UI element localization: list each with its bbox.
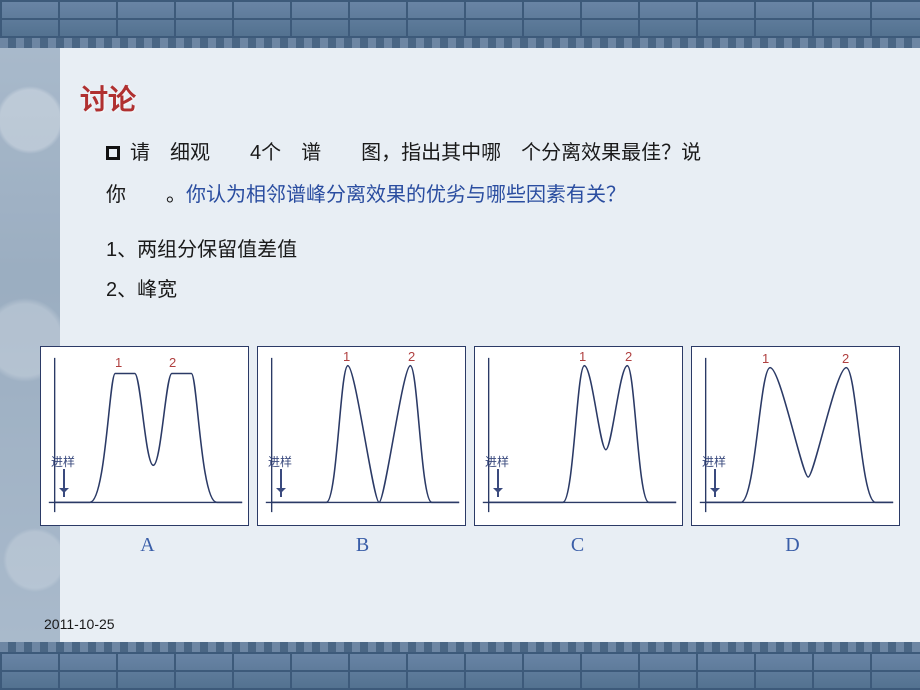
- discussion-paragraph: 请 细观 4个 谱 图，指出其中哪 个分离效果最佳？说 你 。你认为相邻谱峰分离…: [80, 132, 880, 216]
- panel-letter-d: D: [685, 534, 900, 557]
- peak-label-1: 1: [762, 351, 769, 366]
- peak-label-2: 2: [625, 349, 632, 364]
- injection-label: 进样: [268, 453, 292, 470]
- peak-label-1: 1: [343, 349, 350, 364]
- injection-arrow-icon: [714, 469, 716, 497]
- panel-letter-row: ABCD: [40, 534, 900, 557]
- brick-border-top: [0, 0, 920, 38]
- chromatogram-panels: 进样 1 2 进样 1 2 进样 1 2 进样 1 2: [40, 346, 900, 526]
- chromatogram-panel-c: 进样 1 2: [474, 346, 683, 526]
- injection-label: 进样: [485, 453, 509, 470]
- square-bullet-icon: [106, 146, 120, 160]
- slide-content: 讨论 请 细观 4个 谱 图，指出其中哪 个分离效果最佳？说 你 。你认为相邻谱…: [0, 48, 920, 642]
- factor-item-2: 2、峰宽: [106, 270, 880, 310]
- peak-label-1: 1: [579, 349, 586, 364]
- injection-label: 进样: [702, 453, 726, 470]
- chromatogram-panel-a: 进样 1 2: [40, 346, 249, 526]
- panel-letter-c: C: [470, 534, 685, 557]
- para-blue-question: 你认为相邻谱峰分离效果的优劣与哪些因素有关？: [186, 184, 626, 206]
- chromatogram-panel-d: 进样 1 2: [691, 346, 900, 526]
- injection-arrow-icon: [63, 469, 65, 497]
- injection-label: 进样: [51, 453, 75, 470]
- slide-date: 2011-10-25: [44, 616, 115, 632]
- injection-arrow-icon: [497, 469, 499, 497]
- peak-label-2: 2: [842, 351, 849, 366]
- brick-border-bottom: [0, 652, 920, 690]
- slide-title: 讨论: [80, 78, 880, 118]
- peak-label-2: 2: [169, 355, 176, 370]
- injection-arrow-icon: [280, 469, 282, 497]
- para-line2-plain: 你 。: [106, 184, 186, 206]
- peak-label-2: 2: [408, 349, 415, 364]
- factor-list: 1、两组分保留值差值 2、峰宽: [80, 230, 880, 310]
- chromatogram-panel-b: 进样 1 2: [257, 346, 466, 526]
- peak-label-1: 1: [115, 355, 122, 370]
- para-line1: 请 细观 4个 谱 图，指出其中哪 个分离效果最佳？说: [130, 142, 701, 164]
- panel-letter-b: B: [255, 534, 470, 557]
- factor-item-1: 1、两组分保留值差值: [106, 230, 880, 270]
- panel-letter-a: A: [40, 534, 255, 557]
